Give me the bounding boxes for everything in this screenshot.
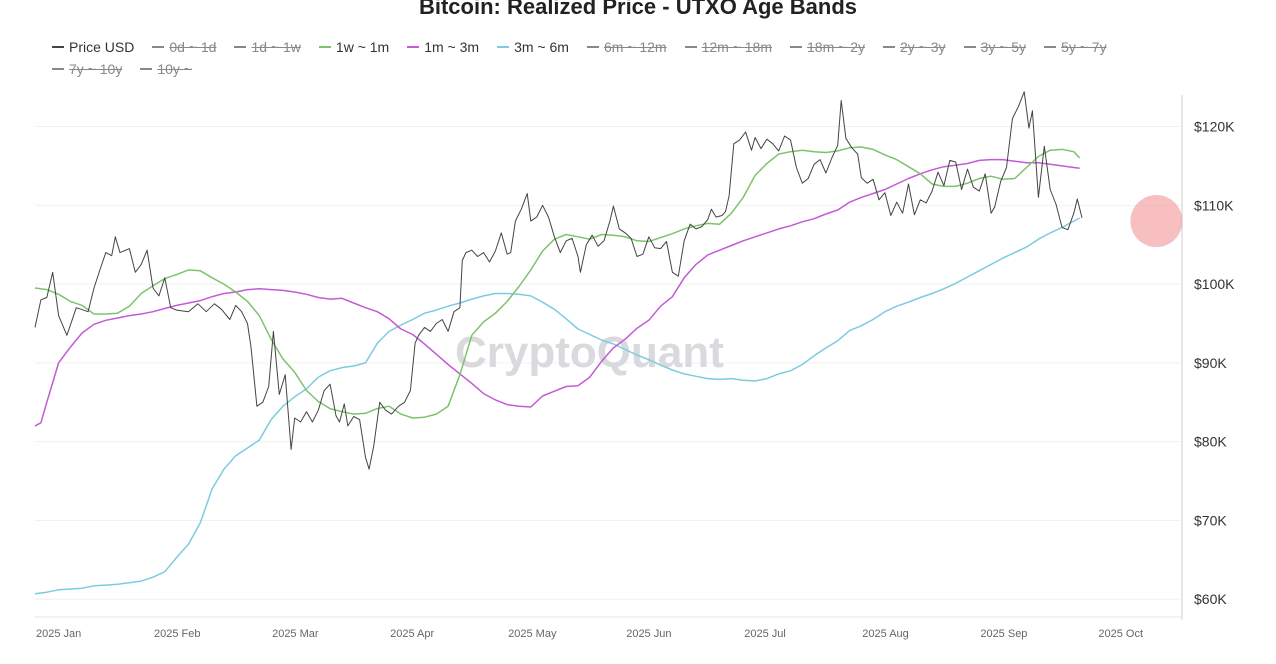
- x-tick-label: 2025 Oct: [1098, 628, 1143, 640]
- legend-swatch: [234, 46, 247, 48]
- legend-item[interactable]: 18m ~ 2y: [790, 39, 865, 55]
- legend-item[interactable]: 2y ~ 3y: [883, 39, 946, 55]
- legend-swatch: [790, 46, 803, 48]
- legend-item[interactable]: Price USD: [52, 39, 134, 55]
- chart-grid: [35, 95, 1183, 620]
- legend-row: 7y ~ 10y 10y ~: [52, 58, 1252, 80]
- legend-item[interactable]: 7y ~ 10y: [52, 61, 122, 77]
- legend-item[interactable]: 1w ~ 1m: [318, 39, 390, 55]
- legend-swatch: [407, 46, 420, 48]
- legend-label: Price USD: [69, 39, 135, 55]
- legend-swatch: [963, 46, 976, 48]
- legend-item[interactable]: 6m ~ 12m: [586, 39, 667, 55]
- legend-label: 5y ~ 7y: [1061, 39, 1107, 55]
- legend-swatch: [140, 68, 153, 70]
- chart-series: [34, 91, 1083, 595]
- legend-label: 1d ~ 1w: [251, 39, 301, 55]
- y-tick-label: $80K: [1194, 434, 1227, 450]
- series-line: [34, 158, 1080, 427]
- x-tick-label: 2025 May: [508, 628, 557, 640]
- highlight-circle: [1130, 195, 1183, 248]
- legend-label: 2y ~ 3y: [900, 39, 946, 55]
- legend-item[interactable]: 0d ~ 1d: [152, 39, 216, 55]
- series-line: [34, 146, 1081, 419]
- legend-swatch: [318, 46, 331, 48]
- series-line: [34, 217, 1081, 595]
- legend-label: 7y ~ 10y: [69, 61, 123, 77]
- y-axis: $60K $70K $80K $90K $100K $110K $120K: [1194, 119, 1235, 608]
- legend-item[interactable]: 3m ~ 6m: [497, 39, 569, 55]
- chart-title: Bitcoin: Realized Price - UTXO Age Bands: [418, 0, 858, 19]
- legend-label: 1w ~ 1m: [335, 39, 390, 55]
- legend-item[interactable]: 1d ~ 1w: [234, 39, 301, 55]
- legend-swatch: [883, 46, 895, 48]
- legend-row: Price USD 0d ~ 1d 1d ~ 1w 1w ~ 1m 1m ~ 3m 3m …: [52, 36, 1252, 58]
- x-tick-label: 2025 Jul: [744, 628, 786, 640]
- legend-label: 3m ~ 6m: [514, 39, 569, 55]
- x-tick-label: 2025 Jun: [626, 628, 671, 640]
- y-tick-label: $110K: [1194, 197, 1234, 213]
- y-tick-label: $60K: [1194, 591, 1227, 607]
- legend-item[interactable]: 12m ~ 18m: [684, 39, 773, 55]
- x-tick-label: 2025 Feb: [154, 628, 200, 640]
- legend-swatch: [52, 46, 64, 48]
- legend-label: 3y ~ 5y: [980, 39, 1027, 55]
- highlight-marker: [1130, 195, 1183, 248]
- legend-swatch: [684, 46, 697, 48]
- legend-item[interactable]: 10y ~: [140, 61, 192, 77]
- legend-label: 6m ~ 12m: [603, 39, 667, 55]
- legend-swatch: [586, 46, 599, 48]
- legend-swatch: [497, 46, 510, 48]
- legend-label: 1m ~ 3m: [424, 39, 480, 55]
- legend-swatch: [1044, 46, 1057, 48]
- x-tick-label: 2025 Jan: [36, 628, 81, 640]
- y-tick-label: $70K: [1194, 512, 1227, 528]
- legend-label: 18m ~ 2y: [807, 39, 865, 55]
- legend-label: 12m ~ 18m: [701, 39, 773, 55]
- legend-item[interactable]: 1m ~ 3m: [407, 39, 479, 55]
- x-tick-label: 2025 Sep: [980, 628, 1027, 640]
- chart-legend: Price USD 0d ~ 1d 1d ~ 1w 1w ~ 1m 1m ~ 3m 3m …: [52, 36, 1252, 80]
- legend-item[interactable]: 3y ~ 5y: [963, 39, 1027, 55]
- watermark: CryptoQuant: [455, 328, 724, 377]
- legend-label: 10y ~: [157, 61, 192, 77]
- x-tick-label: 2025 Mar: [272, 628, 319, 640]
- x-tick-label: 2025 Apr: [390, 628, 434, 640]
- y-tick-label: $100K: [1194, 276, 1235, 292]
- y-tick-label: $120K: [1194, 119, 1235, 135]
- legend-label: 0d ~ 1d: [169, 39, 217, 55]
- series-line: [34, 91, 1083, 470]
- x-tick-label: 2025 Aug: [862, 628, 909, 640]
- x-axis: 2025 Jan 2025 Feb 2025 Mar 2025 Apr 2025 May…: [36, 628, 1143, 640]
- legend-swatch: [52, 68, 64, 70]
- legend-item[interactable]: 5y ~ 7y: [1044, 39, 1107, 55]
- legend-swatch: [152, 46, 165, 48]
- y-tick-label: $90K: [1194, 355, 1227, 371]
